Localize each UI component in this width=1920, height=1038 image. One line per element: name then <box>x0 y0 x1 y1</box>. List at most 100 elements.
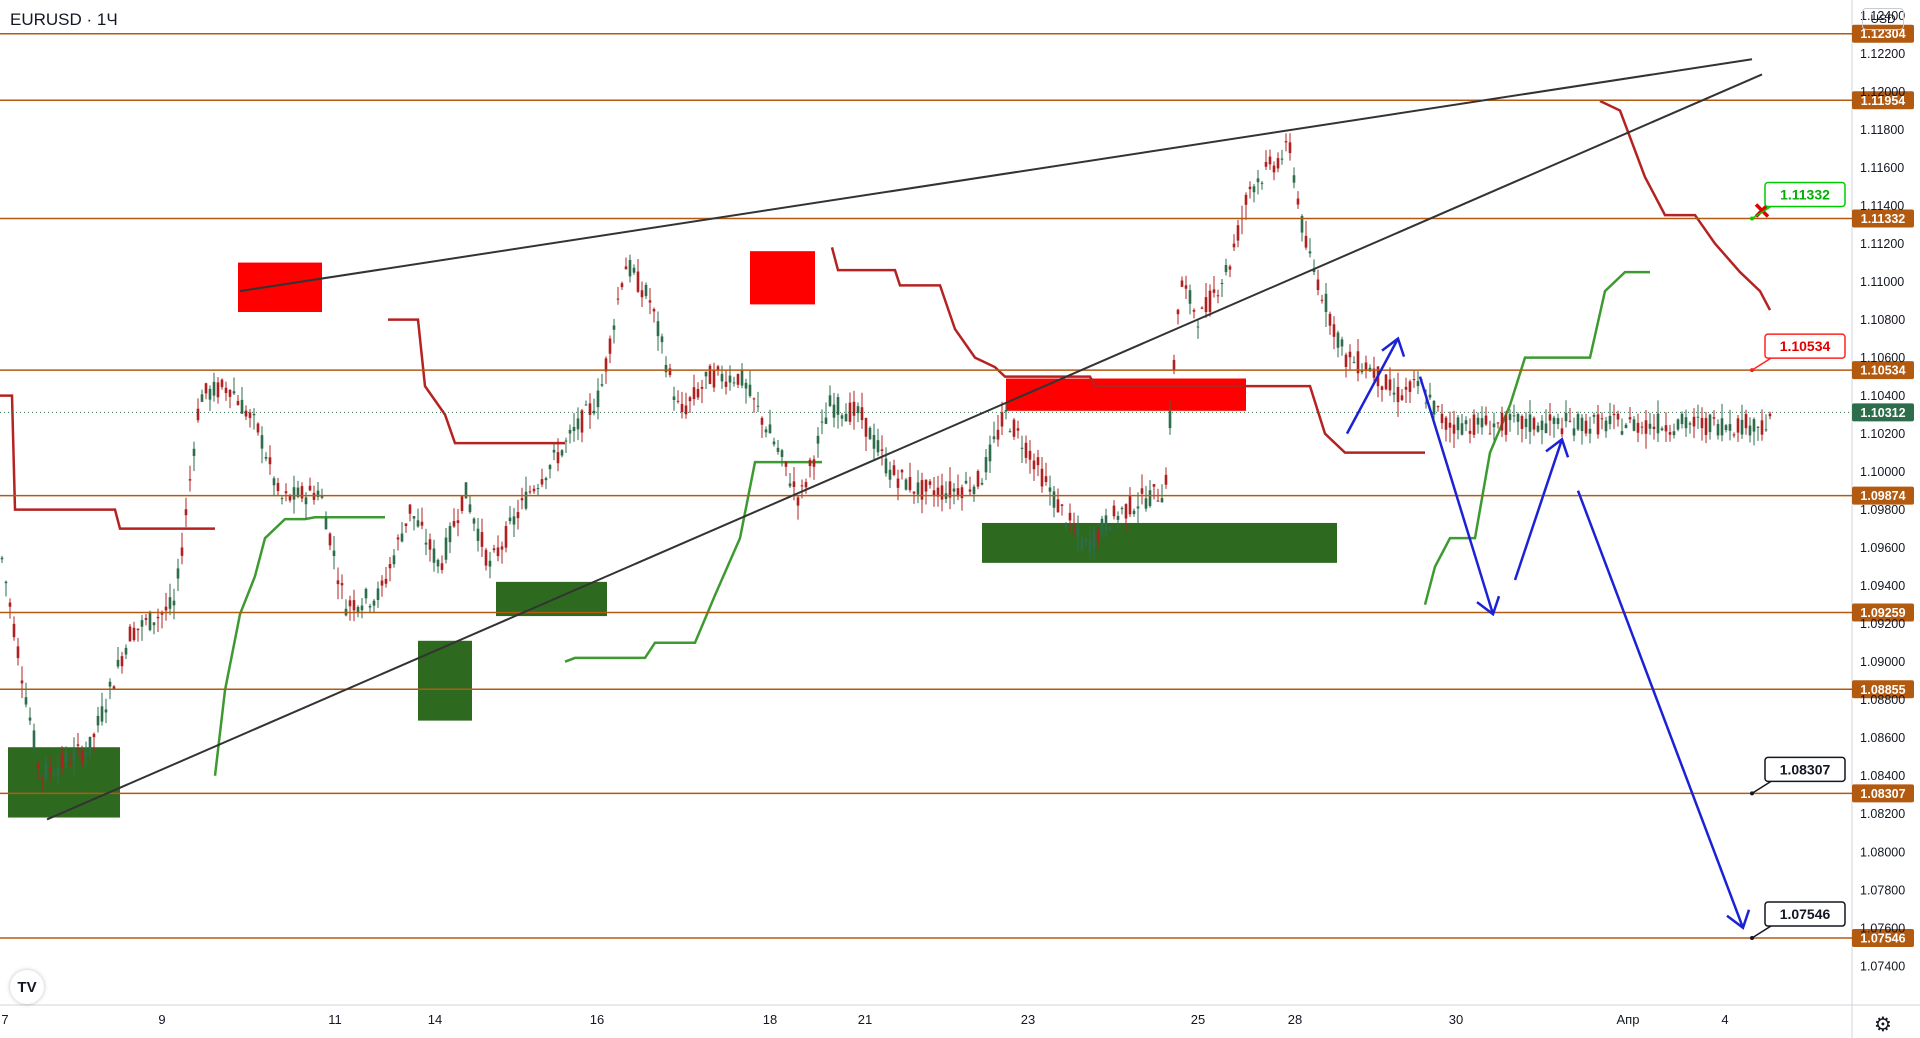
candle-body <box>436 559 440 567</box>
candle <box>844 403 848 422</box>
candle <box>428 533 432 562</box>
candle-body <box>984 457 988 473</box>
candle <box>1532 416 1536 436</box>
candle-body <box>1556 418 1560 424</box>
level-price-label: 1.12304 <box>1860 27 1905 41</box>
candle <box>92 732 96 753</box>
candle <box>1040 457 1044 493</box>
candle-body <box>1036 457 1040 466</box>
candle-body <box>52 774 56 777</box>
level-price-label: 1.11332 <box>1861 212 1906 226</box>
candle-body <box>1484 415 1488 425</box>
candle <box>1272 161 1276 181</box>
candle <box>1012 417 1016 440</box>
candle <box>652 307 656 323</box>
candle <box>1168 400 1172 435</box>
candle-body <box>1664 425 1668 432</box>
candle-body <box>1740 419 1744 435</box>
candle <box>748 370 752 398</box>
currency-selector[interactable]: USD <box>1862 8 1904 30</box>
candle <box>1524 412 1528 439</box>
candle-body <box>756 405 760 407</box>
candle <box>412 515 416 531</box>
candle-body <box>268 457 272 465</box>
candle-body <box>1372 368 1376 378</box>
candle <box>104 698 108 724</box>
candle <box>1768 411 1772 420</box>
supply-zone-1 <box>238 262 322 312</box>
candle-body <box>912 491 916 494</box>
candle <box>1648 412 1652 435</box>
candle-body <box>480 532 484 547</box>
candle-body <box>808 459 812 467</box>
candle <box>860 392 864 429</box>
candle <box>1644 410 1648 449</box>
candle-body <box>1128 495 1132 515</box>
candle-body <box>1552 417 1556 424</box>
candle <box>1680 411 1684 429</box>
candle-body <box>876 440 880 453</box>
candle <box>1256 169 1260 195</box>
candlesticks <box>0 133 1772 793</box>
candle-body <box>1564 412 1568 422</box>
candle <box>892 459 896 477</box>
candle-body <box>1576 414 1580 430</box>
candle-body <box>368 606 372 608</box>
candle <box>392 548 396 568</box>
candle-body <box>1480 418 1484 428</box>
candle <box>1656 400 1660 443</box>
candle <box>212 372 216 402</box>
candle <box>664 356 668 378</box>
candle <box>1740 404 1744 439</box>
candle <box>1044 462 1048 486</box>
candle <box>556 438 560 472</box>
currency-label: USD <box>1870 12 1896 26</box>
candle-body <box>1332 324 1336 337</box>
symbol-title: EURUSD · 1Ч <box>10 10 118 29</box>
candle-body <box>444 537 448 560</box>
candle-body <box>412 516 416 519</box>
candle <box>1388 367 1392 396</box>
candle <box>1596 404 1600 439</box>
candle-body <box>328 533 332 546</box>
level-price-label: 1.08307 <box>1860 787 1905 801</box>
candle <box>1640 421 1644 435</box>
candle-body <box>744 382 748 389</box>
candle-body <box>420 521 424 526</box>
candle <box>264 452 268 462</box>
candle <box>384 566 388 588</box>
candle <box>848 392 852 425</box>
candle-body <box>40 777 44 779</box>
candle-body <box>700 387 704 389</box>
candle-body <box>1092 529 1096 549</box>
candle-body <box>84 751 88 757</box>
candle-body <box>1660 428 1664 431</box>
candle <box>1732 432 1736 438</box>
tradingview-logo-icon[interactable]: TV <box>10 970 44 1004</box>
candle-body <box>1268 156 1272 165</box>
candle-body <box>188 479 192 481</box>
candle <box>88 736 92 759</box>
candle <box>840 412 844 427</box>
candle-body <box>1104 515 1108 532</box>
candle <box>692 374 696 406</box>
candle <box>500 541 504 564</box>
candle-body <box>1292 175 1296 183</box>
candle <box>1392 378 1396 403</box>
gear-icon[interactable]: ⚙ <box>1874 1012 1892 1036</box>
candle <box>432 539 436 572</box>
candle <box>224 381 228 401</box>
candle-body <box>628 260 632 277</box>
candle <box>592 398 596 416</box>
candle <box>940 473 944 512</box>
candle <box>1056 488 1060 513</box>
candle <box>1348 344 1352 370</box>
candle-body <box>1724 425 1728 431</box>
candle-body <box>424 542 428 545</box>
candle-body <box>680 403 684 412</box>
candle <box>1032 453 1036 482</box>
candle-body <box>1312 268 1316 273</box>
candle-body <box>320 496 324 498</box>
